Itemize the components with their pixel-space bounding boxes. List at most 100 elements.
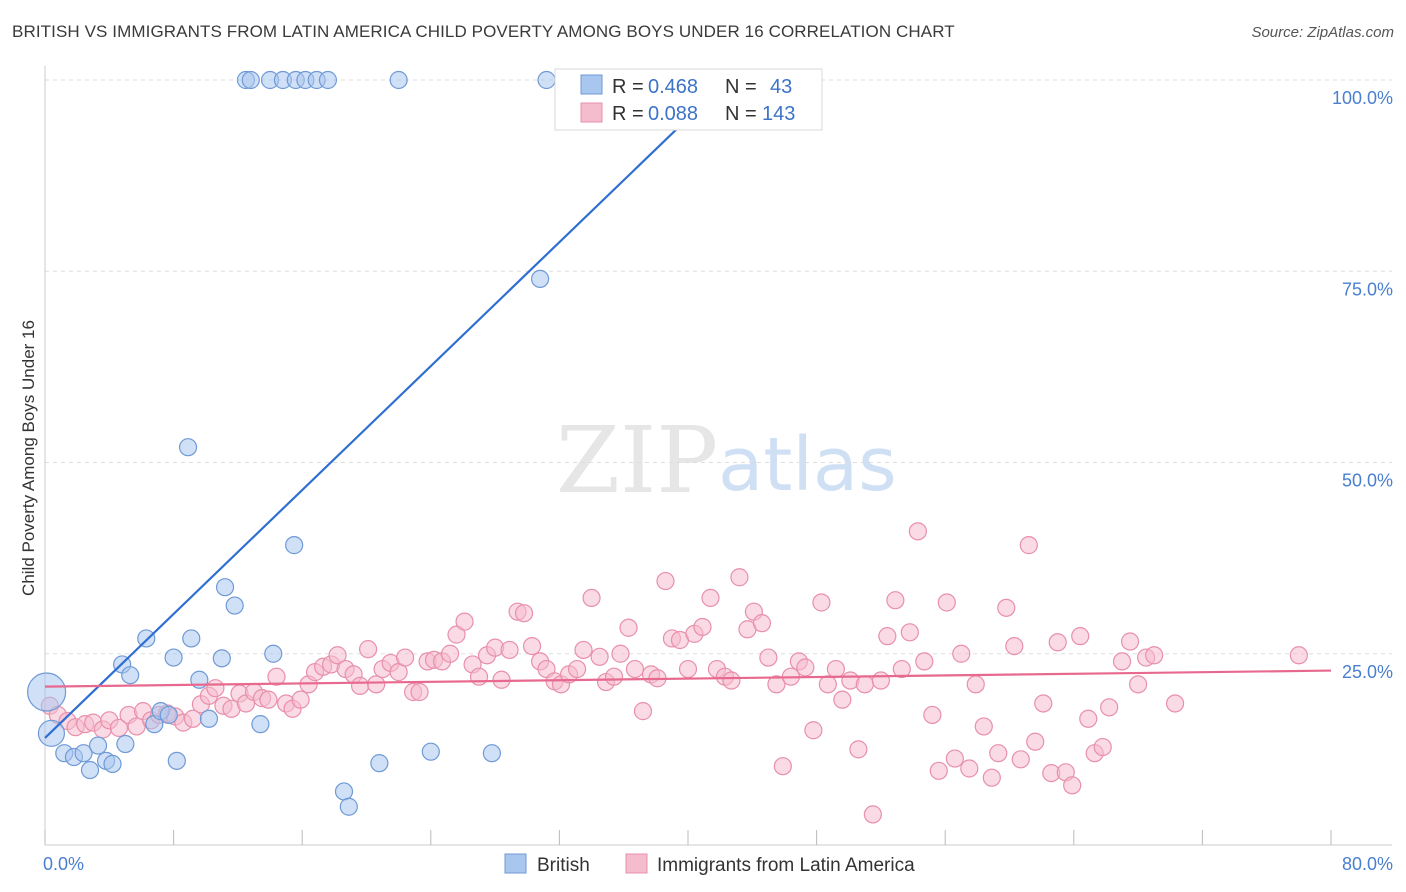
latin-point (974, 717, 993, 736)
latin-point (469, 667, 489, 686)
latin-point (522, 636, 542, 656)
british-points-group (27, 70, 556, 816)
latin-point (625, 659, 645, 679)
latin-point (767, 675, 786, 694)
legend-british-n-label: N = (725, 76, 757, 98)
british-point (370, 754, 389, 773)
bottom-legend-latin-swatch (625, 853, 648, 874)
british-point (159, 705, 178, 725)
latin-point (1112, 652, 1132, 671)
legend-latin-n-value: 143 (762, 103, 795, 125)
latin-point (952, 644, 971, 663)
latin-point (656, 571, 675, 591)
latin-point (752, 614, 772, 633)
latin-point (1019, 536, 1038, 555)
british-point (212, 649, 231, 668)
british-point (116, 734, 135, 754)
latin-point (1100, 698, 1119, 717)
latin-point (701, 588, 720, 608)
latin-point (633, 702, 653, 721)
bottom-legend-latin-label: Immigrants from Latin America (657, 855, 915, 876)
latin-point (960, 759, 979, 778)
latin-point (395, 648, 415, 667)
y-tick-label: 75.0% (1342, 279, 1393, 299)
latin-point (1120, 632, 1140, 651)
watermark-zip: ZIP (556, 407, 718, 514)
latin-point (500, 640, 519, 660)
latin-point (773, 757, 792, 776)
legend-british-swatch (580, 74, 603, 95)
british-point (318, 70, 338, 90)
british-point (225, 596, 244, 615)
tick-labels: 100.0% 75.0% 50.0% 25.0% 0.0% 80.0% (43, 88, 1393, 874)
correlation-legend: R = 0.468 N = 43 R = 0.088 N = 143 (554, 68, 823, 131)
latin-point (619, 618, 638, 637)
latin-point (410, 682, 429, 702)
bottom-legend-british-label: British (537, 855, 590, 876)
british-point (421, 742, 440, 761)
legend-latin-swatch (580, 102, 603, 123)
british-point (80, 760, 100, 780)
latin-point (291, 690, 310, 709)
british-point (389, 70, 408, 90)
latin-point (915, 652, 934, 671)
latin-point (678, 659, 698, 679)
watermark-atlas: atlas (718, 422, 897, 508)
latin-point (328, 646, 347, 665)
latin-point (109, 718, 129, 738)
latin-point (892, 659, 911, 679)
latin-point (796, 658, 815, 677)
latin-point (937, 593, 956, 612)
latin-point (871, 671, 891, 690)
legend-latin-r-value: 0.088 (648, 103, 698, 125)
british-point (241, 70, 260, 90)
legend-british-r-label: R = (612, 76, 644, 98)
latin-point (929, 761, 948, 780)
latin-point (1011, 750, 1030, 769)
axes (44, 66, 1392, 846)
british-point (285, 536, 304, 555)
british-point (182, 629, 201, 648)
source-label: Source: ZipAtlas.com (1251, 24, 1394, 41)
latin-point (1026, 732, 1045, 751)
latin-point (367, 675, 386, 694)
latin-point (722, 671, 741, 690)
british-point (339, 797, 358, 816)
latin-point (1063, 776, 1082, 795)
british-point (537, 70, 556, 90)
latin-point (440, 644, 460, 663)
legend-british-r-value: 0.468 (648, 76, 698, 98)
british-point (251, 715, 270, 734)
latin-point (849, 740, 868, 759)
latin-point (1048, 633, 1067, 652)
british-point (137, 629, 156, 648)
y-tick-label: 100.0% (1332, 88, 1393, 108)
latin-point (900, 623, 919, 642)
latin-point (1079, 709, 1098, 728)
latin-point (1128, 675, 1148, 694)
latin-point (966, 675, 985, 694)
latin-point (945, 749, 964, 768)
latin-point (923, 705, 942, 725)
latin-point (730, 568, 749, 587)
latin-point (833, 690, 852, 709)
y-tick-label: 50.0% (1342, 471, 1393, 491)
latin-point (863, 805, 882, 824)
latin-point (693, 617, 712, 637)
y-axis-label: Child Poverty Among Boys Under 16 (19, 320, 38, 596)
latin-point (1005, 636, 1024, 656)
latin-point (611, 644, 630, 663)
latin-point (997, 598, 1016, 617)
latin-point (350, 676, 370, 695)
x-tick-label: 80.0% (1342, 854, 1393, 874)
latin-point (804, 721, 823, 740)
latin-point (812, 593, 831, 612)
latin-point (1071, 627, 1090, 646)
latin-point (567, 659, 587, 679)
latin-point (259, 690, 278, 709)
legend-british-n-value: 43 (770, 76, 792, 98)
latin-point (878, 627, 897, 646)
british-point (164, 648, 183, 667)
british-point (215, 578, 235, 597)
